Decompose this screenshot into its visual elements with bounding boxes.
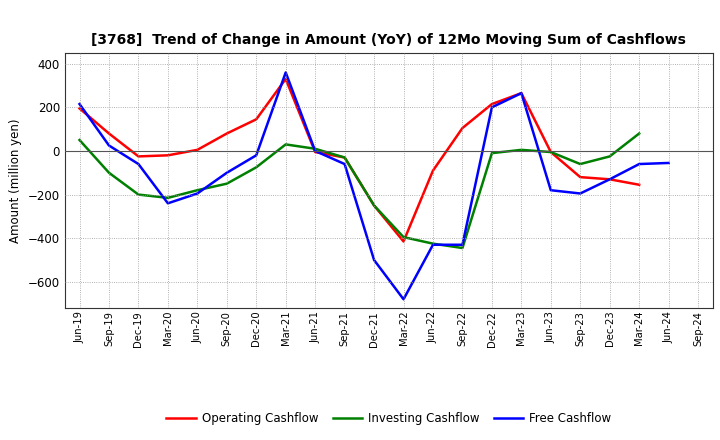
Operating Cashflow bbox=[487, 101, 496, 106]
Investing Cashflow bbox=[517, 147, 526, 153]
Investing Cashflow bbox=[546, 150, 555, 155]
Investing Cashflow bbox=[75, 137, 84, 143]
Free Cashflow bbox=[282, 70, 290, 75]
Operating Cashflow bbox=[252, 117, 261, 122]
Investing Cashflow bbox=[163, 195, 172, 201]
Free Cashflow bbox=[75, 101, 84, 106]
Operating Cashflow bbox=[546, 150, 555, 155]
Operating Cashflow bbox=[576, 175, 585, 180]
Free Cashflow bbox=[341, 161, 349, 167]
Operating Cashflow bbox=[163, 153, 172, 158]
Operating Cashflow bbox=[75, 106, 84, 111]
Operating Cashflow bbox=[282, 76, 290, 81]
Investing Cashflow bbox=[252, 165, 261, 170]
Operating Cashflow bbox=[193, 147, 202, 153]
Investing Cashflow bbox=[134, 192, 143, 197]
Free Cashflow bbox=[606, 177, 614, 182]
Free Cashflow bbox=[399, 297, 408, 302]
Title: [3768]  Trend of Change in Amount (YoY) of 12Mo Moving Sum of Cashflows: [3768] Trend of Change in Amount (YoY) o… bbox=[91, 33, 686, 48]
Investing Cashflow bbox=[399, 235, 408, 240]
Free Cashflow bbox=[104, 143, 113, 148]
Free Cashflow bbox=[487, 105, 496, 110]
Operating Cashflow bbox=[517, 91, 526, 96]
Investing Cashflow bbox=[222, 181, 231, 186]
Free Cashflow bbox=[134, 161, 143, 167]
Y-axis label: Amount (million yen): Amount (million yen) bbox=[9, 118, 22, 242]
Operating Cashflow bbox=[635, 182, 644, 187]
Investing Cashflow bbox=[635, 131, 644, 136]
Operating Cashflow bbox=[222, 131, 231, 136]
Investing Cashflow bbox=[311, 146, 320, 151]
Line: Investing Cashflow: Investing Cashflow bbox=[79, 133, 639, 248]
Free Cashflow bbox=[428, 242, 437, 247]
Free Cashflow bbox=[163, 201, 172, 206]
Operating Cashflow bbox=[311, 150, 320, 155]
Free Cashflow bbox=[576, 191, 585, 196]
Free Cashflow bbox=[517, 91, 526, 96]
Free Cashflow bbox=[311, 148, 320, 154]
Investing Cashflow bbox=[341, 155, 349, 160]
Operating Cashflow bbox=[104, 131, 113, 136]
Investing Cashflow bbox=[193, 187, 202, 193]
Free Cashflow bbox=[635, 161, 644, 167]
Investing Cashflow bbox=[487, 150, 496, 156]
Operating Cashflow bbox=[341, 155, 349, 160]
Investing Cashflow bbox=[104, 170, 113, 176]
Operating Cashflow bbox=[134, 154, 143, 159]
Investing Cashflow bbox=[576, 161, 585, 167]
Free Cashflow bbox=[370, 257, 379, 263]
Operating Cashflow bbox=[399, 239, 408, 244]
Free Cashflow bbox=[458, 242, 467, 247]
Line: Operating Cashflow: Operating Cashflow bbox=[79, 79, 639, 242]
Operating Cashflow bbox=[370, 203, 379, 208]
Investing Cashflow bbox=[370, 203, 379, 208]
Operating Cashflow bbox=[428, 168, 437, 173]
Investing Cashflow bbox=[458, 246, 467, 251]
Free Cashflow bbox=[222, 170, 231, 176]
Line: Free Cashflow: Free Cashflow bbox=[79, 73, 669, 299]
Free Cashflow bbox=[193, 191, 202, 196]
Investing Cashflow bbox=[606, 154, 614, 159]
Operating Cashflow bbox=[458, 125, 467, 131]
Investing Cashflow bbox=[282, 142, 290, 147]
Operating Cashflow bbox=[606, 177, 614, 182]
Investing Cashflow bbox=[428, 241, 437, 246]
Free Cashflow bbox=[252, 153, 261, 158]
Free Cashflow bbox=[546, 187, 555, 193]
Legend: Operating Cashflow, Investing Cashflow, Free Cashflow: Operating Cashflow, Investing Cashflow, … bbox=[162, 407, 616, 430]
Free Cashflow bbox=[665, 160, 673, 165]
